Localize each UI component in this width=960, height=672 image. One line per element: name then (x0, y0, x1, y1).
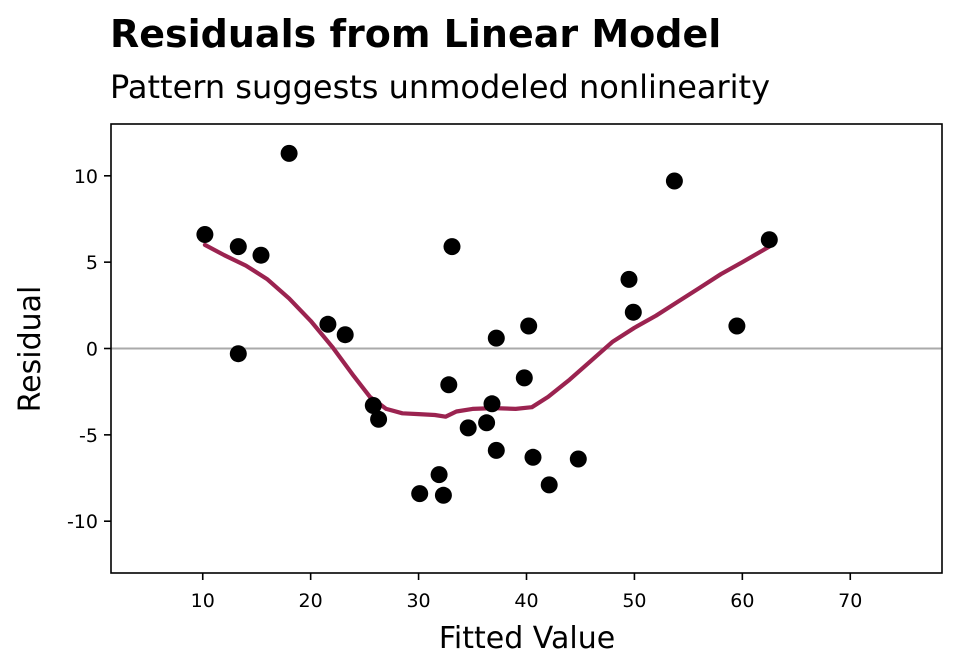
data-point (665, 172, 683, 190)
x-tick-label: 60 (730, 590, 754, 612)
x-axis-title: Fitted Value (439, 621, 615, 656)
data-point (229, 345, 247, 363)
data-point (728, 317, 746, 335)
data-point (196, 226, 214, 243)
data-point (370, 410, 388, 428)
data-point (443, 238, 461, 256)
data-point (280, 144, 298, 162)
y-tick-label: 10 (74, 166, 98, 188)
data-point (540, 476, 558, 494)
chart-subtitle: Pattern suggests unmodeled nonlinearity (110, 68, 770, 106)
x-axis: 10 20 30 40 50 60 70 (191, 573, 862, 612)
y-axis-title: Residual (13, 286, 48, 413)
data-point (487, 441, 505, 459)
data-point (569, 450, 587, 468)
data-point (336, 326, 354, 344)
smooth-trend-line (202, 242, 772, 419)
data-point (620, 270, 638, 288)
chart-title: Residuals from Linear Model (110, 12, 721, 56)
data-point (434, 486, 452, 504)
y-tick-label: 0 (86, 339, 98, 361)
y-axis: 10 5 0 -5 -10 (67, 166, 111, 533)
data-point (478, 414, 496, 432)
data-point (440, 376, 458, 394)
x-tick-label: 50 (622, 590, 646, 612)
data-point (624, 303, 642, 321)
data-point (524, 448, 542, 466)
x-tick-label: 40 (514, 590, 538, 612)
data-point (252, 246, 270, 264)
data-point (459, 419, 477, 437)
data-point (364, 397, 382, 414)
x-tick-label: 20 (299, 590, 323, 612)
y-tick-label: -10 (67, 511, 98, 533)
x-tick-label: 70 (838, 590, 862, 612)
data-point (760, 231, 778, 249)
x-tick-label: 10 (191, 590, 215, 612)
data-point (411, 485, 429, 503)
x-tick-label: 30 (406, 590, 430, 612)
plot-area (111, 144, 942, 504)
data-point (515, 369, 533, 387)
data-point (487, 329, 505, 347)
data-point (483, 395, 501, 413)
y-tick-label: -5 (79, 425, 98, 447)
data-point (520, 317, 538, 335)
data-point (319, 315, 337, 333)
y-tick-label: 5 (86, 252, 98, 274)
data-point (229, 238, 247, 256)
data-point (430, 466, 448, 484)
